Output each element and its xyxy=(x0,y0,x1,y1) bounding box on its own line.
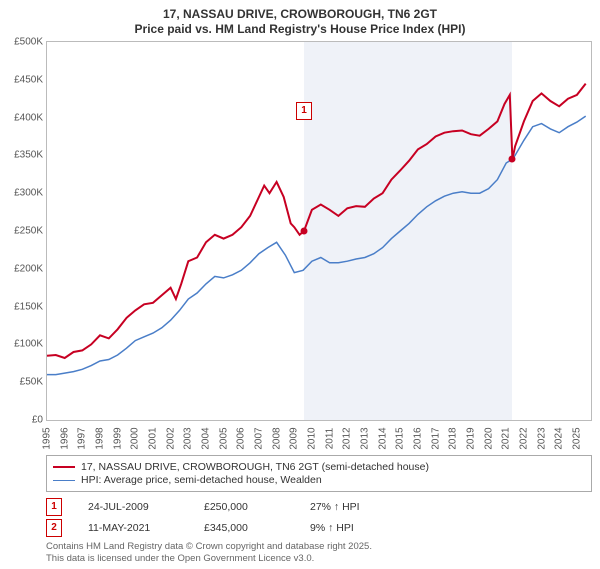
x-axis-label: 2023 xyxy=(536,427,547,451)
sale-price: £345,000 xyxy=(204,522,284,534)
x-axis-label: 2018 xyxy=(448,427,459,451)
x-axis-label: 2016 xyxy=(412,427,423,451)
y-axis-label: £500K xyxy=(1,37,43,48)
x-axis-label: 1998 xyxy=(94,427,105,451)
y-axis-label: £250K xyxy=(1,226,43,237)
sale-marker-dot xyxy=(509,156,516,163)
legend-label: 17, NASSAU DRIVE, CROWBOROUGH, TN6 2GT (… xyxy=(81,461,429,473)
x-axis-label: 2014 xyxy=(377,427,388,451)
x-axis-label: 2025 xyxy=(571,427,582,451)
x-axis-label: 1999 xyxy=(112,427,123,451)
x-axis-label: 2021 xyxy=(501,427,512,451)
x-axis-label: 2003 xyxy=(183,427,194,451)
sales-table: 1 24-JUL-2009 £250,000 27% ↑ HPI 2 11-MA… xyxy=(46,498,592,537)
legend-swatch xyxy=(53,480,75,481)
chart-container: 17, NASSAU DRIVE, CROWBOROUGH, TN6 2GT P… xyxy=(0,0,600,565)
sale-marker: 1 xyxy=(46,498,62,516)
sale-delta: 27% ↑ HPI xyxy=(310,501,410,513)
x-axis-label: 2009 xyxy=(289,427,300,451)
y-axis-label: £400K xyxy=(1,112,43,123)
footer-line: Contains HM Land Registry data © Crown c… xyxy=(46,541,592,553)
series-line xyxy=(47,84,586,358)
table-row: 1 24-JUL-2009 £250,000 27% ↑ HPI xyxy=(46,498,592,516)
x-axis-label: 2015 xyxy=(395,427,406,451)
y-axis-label: £350K xyxy=(1,150,43,161)
x-axis-label: 2000 xyxy=(130,427,141,451)
y-axis-label: £100K xyxy=(1,339,43,350)
legend-row: 17, NASSAU DRIVE, CROWBOROUGH, TN6 2GT (… xyxy=(53,461,585,473)
x-axis-label: 2012 xyxy=(342,427,353,451)
x-axis-label: 2008 xyxy=(271,427,282,451)
sale-marker-label: 1 xyxy=(296,102,312,120)
sale-marker-dot xyxy=(300,228,307,235)
chart-svg xyxy=(47,42,591,420)
legend-label: HPI: Average price, semi-detached house,… xyxy=(81,474,322,486)
x-axis-label: 2004 xyxy=(200,427,211,451)
title-address: 17, NASSAU DRIVE, CROWBOROUGH, TN6 2GT xyxy=(0,7,600,21)
sale-delta: 9% ↑ HPI xyxy=(310,522,410,534)
x-axis-label: 2017 xyxy=(430,427,441,451)
x-axis-label: 2001 xyxy=(147,427,158,451)
x-axis-label: 2013 xyxy=(359,427,370,451)
series-line xyxy=(47,116,586,375)
sale-date: 11-MAY-2021 xyxy=(88,522,178,534)
x-axis-label: 1997 xyxy=(77,427,88,451)
y-axis-label: £450K xyxy=(1,74,43,85)
x-axis-label: 2006 xyxy=(236,427,247,451)
x-axis-label: 1996 xyxy=(59,427,70,451)
legend: 17, NASSAU DRIVE, CROWBOROUGH, TN6 2GT (… xyxy=(46,455,592,492)
x-axis-label: 2024 xyxy=(554,427,565,451)
x-axis-label: 2007 xyxy=(253,427,264,451)
chart-plot-area: £0£50K£100K£150K£200K£250K£300K£350K£400… xyxy=(46,41,592,421)
x-axis-label: 2020 xyxy=(483,427,494,451)
table-row: 2 11-MAY-2021 £345,000 9% ↑ HPI xyxy=(46,519,592,537)
sale-price: £250,000 xyxy=(204,501,284,513)
x-axis-label: 2011 xyxy=(324,427,335,451)
x-axis-label: 2005 xyxy=(218,427,229,451)
footer-line: This data is licensed under the Open Gov… xyxy=(46,553,592,565)
sale-date: 24-JUL-2009 xyxy=(88,501,178,513)
y-axis-label: £150K xyxy=(1,301,43,312)
title-block: 17, NASSAU DRIVE, CROWBOROUGH, TN6 2GT P… xyxy=(0,0,600,41)
x-axis-label: 2002 xyxy=(165,427,176,451)
y-axis-label: £0 xyxy=(1,415,43,426)
y-axis-label: £200K xyxy=(1,263,43,274)
sale-marker: 2 xyxy=(46,519,62,537)
x-axis-label: 2022 xyxy=(518,427,529,451)
legend-row: HPI: Average price, semi-detached house,… xyxy=(53,474,585,486)
y-axis-label: £50K xyxy=(1,377,43,388)
x-axis-label: 2019 xyxy=(465,427,476,451)
title-subtitle: Price paid vs. HM Land Registry's House … xyxy=(0,22,600,36)
footer: Contains HM Land Registry data © Crown c… xyxy=(46,541,592,565)
x-axis-label: 1995 xyxy=(42,427,53,451)
x-axis-label: 2010 xyxy=(306,427,317,451)
y-axis-label: £300K xyxy=(1,188,43,199)
legend-swatch xyxy=(53,466,75,468)
